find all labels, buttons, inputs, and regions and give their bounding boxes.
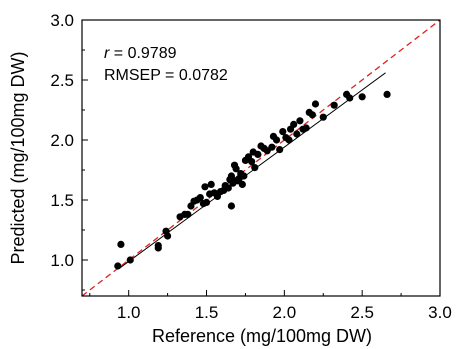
data-point: [290, 120, 298, 128]
data-point: [201, 183, 209, 191]
x-tick-label: 1.0: [117, 303, 141, 322]
plot-frame: [81, 19, 441, 297]
data-point: [358, 93, 366, 101]
data-point: [308, 111, 316, 119]
data-point: [224, 184, 232, 192]
data-point: [302, 124, 310, 132]
data-point: [319, 113, 327, 121]
data-point: [254, 150, 262, 158]
data-point: [114, 262, 122, 270]
x-tick-label: 2.5: [350, 303, 374, 322]
data-point: [238, 180, 246, 188]
y-axis-title: Predicted (mg/100mg DW): [8, 51, 28, 264]
data-point: [276, 146, 284, 154]
annotation-r-symbol: r: [104, 45, 110, 62]
data-point: [154, 244, 162, 252]
data-point: [268, 143, 276, 151]
y-tick-label: 2.0: [50, 131, 74, 150]
y-tick-label: 2.5: [50, 71, 74, 90]
data-point: [164, 232, 172, 240]
annotation-rmsep: RMSEP = 0.0782: [104, 67, 228, 84]
data-point: [346, 94, 354, 102]
identity-line: [82, 20, 440, 296]
data-point: [202, 198, 211, 206]
y-tick-label: 1.5: [50, 191, 74, 210]
x-tick-label: 2.0: [273, 303, 297, 322]
data-point: [285, 136, 293, 144]
axis-ticks: 1.0 1.5 2.0 2.5 3.0 1.0 1.5 2.0 2.5 3.0: [50, 11, 451, 322]
annotation-r-value: = 0.9789: [109, 45, 176, 62]
x-tick-label: 3.0: [428, 303, 452, 322]
data-point: [196, 194, 204, 202]
data-point: [383, 90, 391, 98]
data-point: [232, 165, 240, 173]
data-point: [248, 158, 256, 166]
x-tick-label: 1.5: [195, 303, 219, 322]
data-point: [330, 101, 338, 109]
data-point: [296, 117, 304, 125]
annotation-r: r = 0.9789: [104, 45, 177, 62]
data-point: [272, 136, 281, 144]
x-axis-title: Reference (mg/100mg DW): [152, 326, 372, 346]
y-tick-label: 1.0: [50, 251, 74, 270]
data-point: [117, 240, 125, 248]
data-point: [126, 256, 134, 264]
data-point: [184, 210, 192, 218]
data-point: [279, 128, 287, 136]
data-point: [311, 100, 320, 108]
data-point: [251, 164, 259, 172]
data-point: [207, 180, 215, 188]
y-tick-label: 3.0: [50, 11, 74, 30]
data-point: [293, 130, 301, 138]
data-points: [114, 90, 391, 270]
data-point: [227, 202, 236, 210]
data-point: [240, 172, 248, 180]
